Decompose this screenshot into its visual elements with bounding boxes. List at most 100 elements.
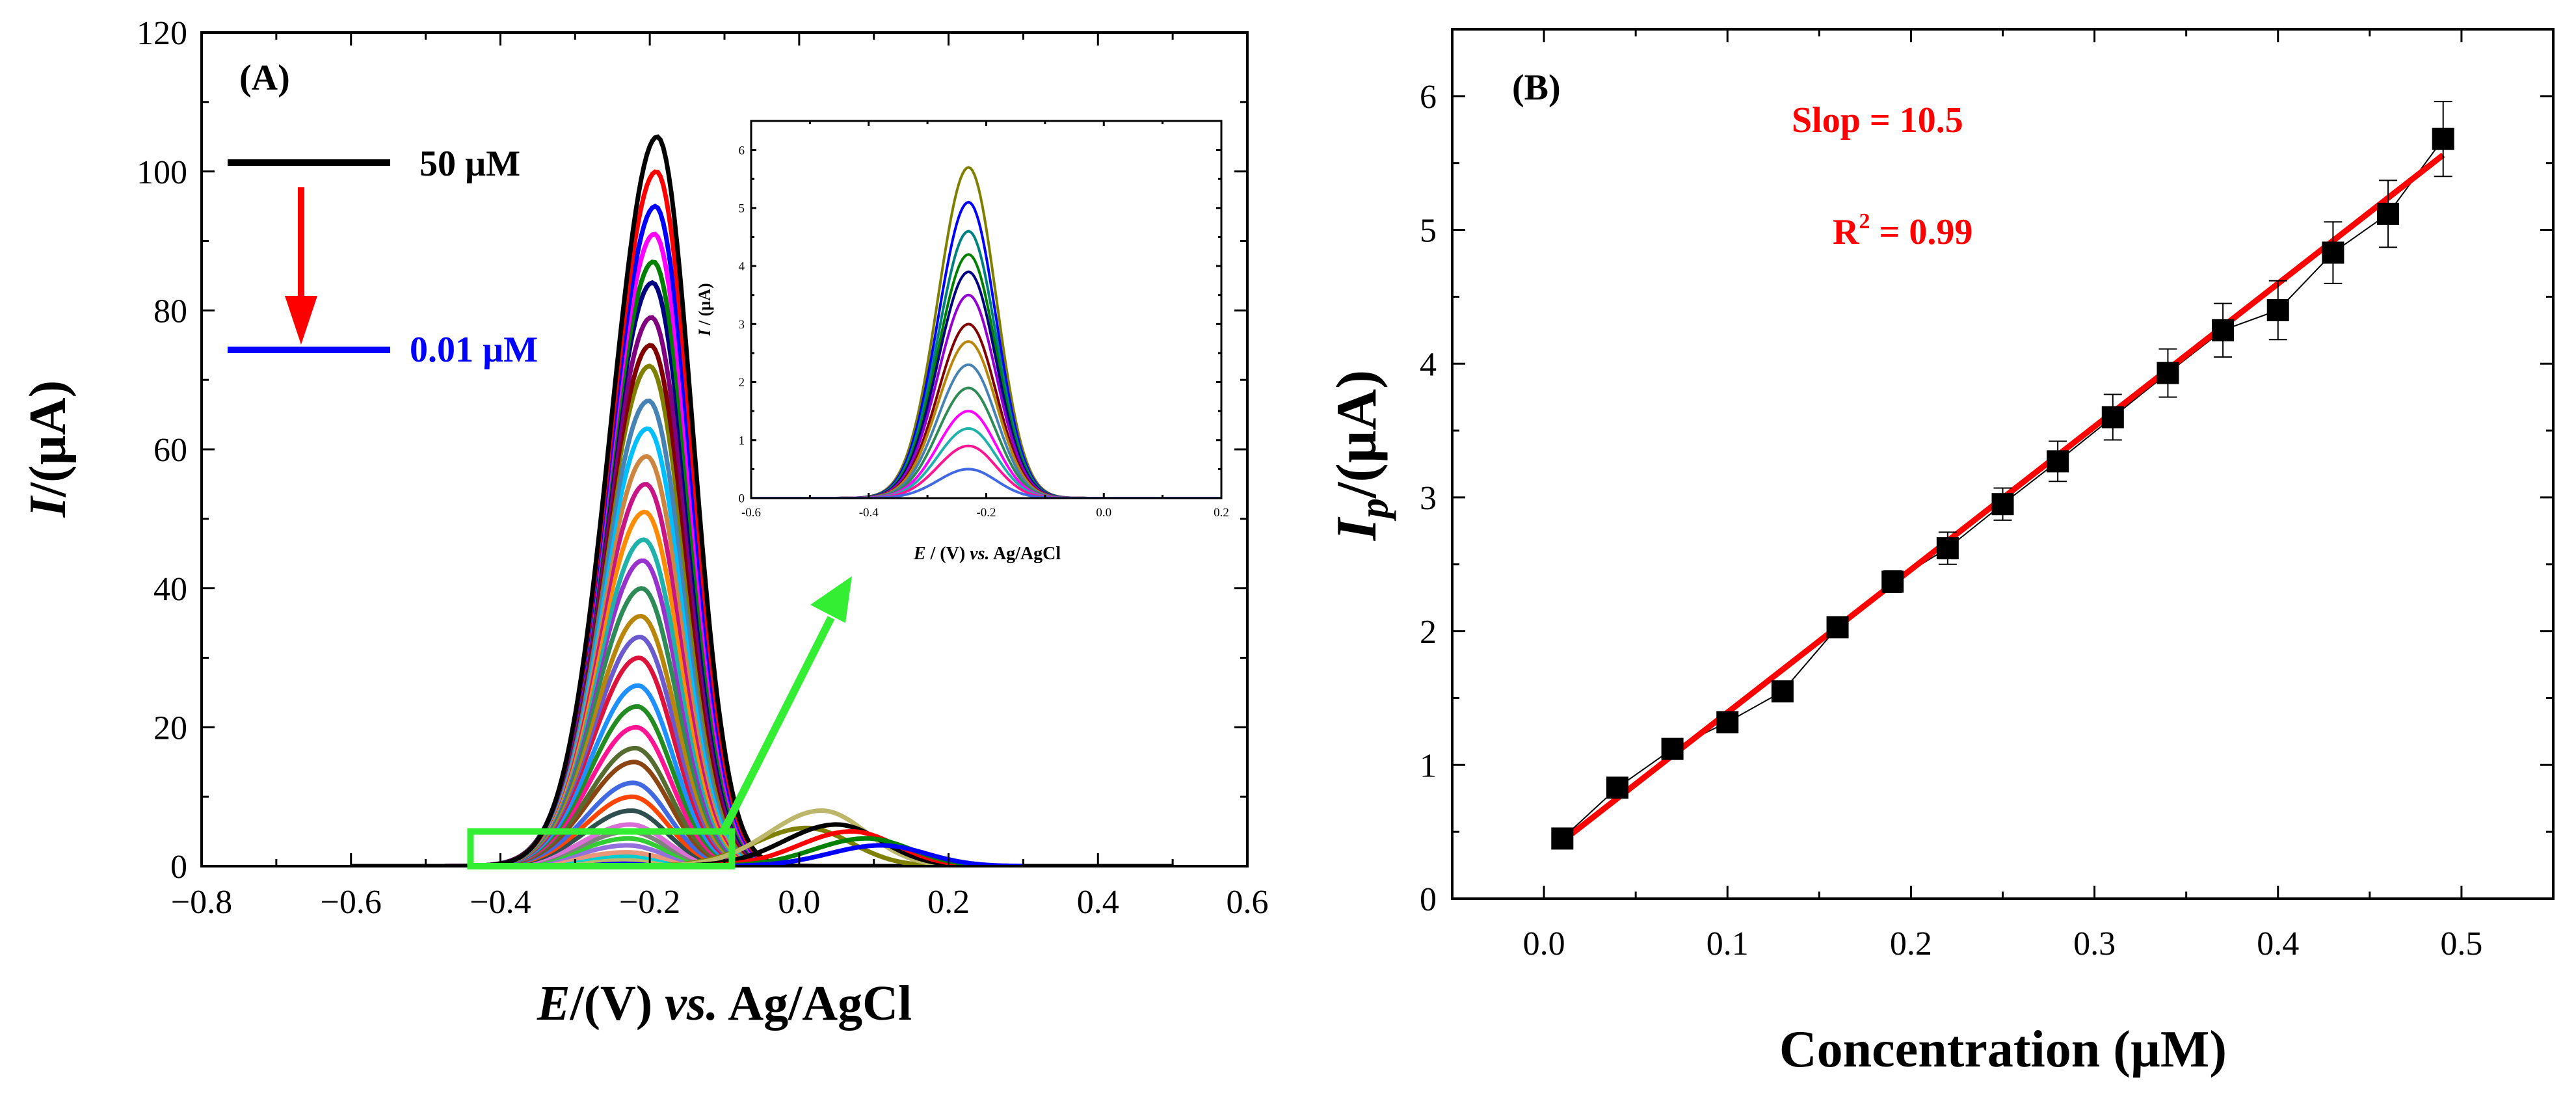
- x-tick-label: 0.4: [1077, 884, 1119, 921]
- legend-a: 50 µM 0.01 µM: [228, 144, 538, 370]
- x-tick-label: -0.4: [859, 506, 879, 520]
- y-tick-label: 3: [739, 318, 745, 332]
- x-axis-label-a: E/(V) vs. Ag/AgCl: [537, 976, 912, 1031]
- inset-trace: [751, 444, 1221, 498]
- inset-trace: [751, 293, 1221, 498]
- panel-label-b: (B): [1512, 68, 1561, 108]
- inset-trace-group: [751, 166, 1221, 498]
- data-point: [2157, 362, 2179, 384]
- legend-label-001uM: 0.01 µM: [410, 330, 538, 370]
- axis-ticks-a: −0.8 −0.6 −0.4 −0.2 0.0 0.2 0.4 0.6020406080100…: [137, 15, 1269, 921]
- inset-trace: [751, 200, 1221, 498]
- data-point: [1771, 680, 1794, 703]
- decrease-arrow-head: [285, 296, 317, 345]
- y-tick-label: 100: [137, 154, 187, 191]
- inset-trace: [751, 340, 1221, 498]
- x-tick-label: 0.1: [1706, 925, 1749, 962]
- voltammogram-trace: [351, 558, 1173, 866]
- data-point: [1936, 537, 1959, 560]
- data-point: [1716, 711, 1739, 734]
- voltammogram-trace: [351, 780, 1173, 866]
- inset-panel: -0.6 -0.4 -0.2 0.0 0.2 0 1 2 3 4 5 6 I / (µA) E / (…: [695, 120, 1229, 564]
- data-point: [1826, 616, 1849, 639]
- x-tick-label: 0.0: [778, 884, 820, 921]
- x-tick-label: −0.4: [470, 884, 531, 921]
- y-tick-label: 4: [739, 260, 745, 274]
- inset-trace: [751, 410, 1221, 498]
- y-tick-label: 2: [1420, 614, 1437, 651]
- highlight-box: [467, 828, 736, 870]
- y-tick-label: 6: [1420, 79, 1437, 116]
- x-tick-label: -0.2: [976, 506, 996, 520]
- data-point: [2212, 319, 2235, 341]
- data-point: [2266, 298, 2289, 321]
- plot-frame-b: [1451, 28, 2555, 900]
- y-tick-label: 1: [739, 434, 745, 447]
- voltammogram-trace: [351, 482, 1173, 866]
- y-tick-label: 60: [153, 432, 187, 469]
- x-tick-label: 0.6: [1227, 884, 1269, 921]
- y-axis-label-a: I/(µA): [20, 380, 77, 518]
- voltammogram-trace: [351, 704, 1173, 866]
- panel-b: 0.0 0.1 0.2 0.3 0.4 0.5 0 1 2 3 4 5 6 (B) Slop = 10.…: [1325, 28, 2555, 1078]
- y-tick-label: 0: [170, 849, 187, 886]
- y-tick-label: 2: [739, 376, 745, 390]
- inset-trace: [751, 166, 1221, 498]
- inset-trace: [751, 363, 1221, 498]
- inset-trace: [751, 253, 1221, 498]
- x-tick-label: −0.2: [619, 884, 680, 921]
- inset-trace: [751, 386, 1221, 498]
- panel-label-a: (A): [239, 58, 290, 98]
- x-tick-label: 0.0: [1523, 925, 1565, 962]
- inset-trace: [751, 270, 1221, 498]
- x-tick-label: 0.2: [927, 884, 970, 921]
- inset-axis-ticks: -0.6 -0.4 -0.2 0.0 0.2 0 1 2 3 4 5 6: [739, 121, 1229, 520]
- voltammogram-trace: [351, 745, 1173, 866]
- x-axis-label-b: Concentration (µM): [1779, 1021, 2227, 1078]
- data-point: [2432, 127, 2454, 150]
- y-axis-label-b: Ip/(µA): [1325, 370, 1396, 542]
- legend-label-50uM: 50 µM: [419, 144, 520, 184]
- y-tick-label: 1: [1420, 748, 1437, 785]
- x-tick-label: 0.4: [2257, 925, 2299, 962]
- slope-annotation: Slop = 10.5: [1792, 100, 1963, 140]
- voltammogram-trace: [351, 509, 1173, 866]
- y-tick-label: 5: [1420, 213, 1437, 250]
- inset-trace: [751, 230, 1221, 498]
- inset-trace: [751, 323, 1221, 498]
- voltammogram-trace: [351, 586, 1173, 866]
- x-tick-label: 0.0: [1096, 506, 1111, 520]
- y-tick-label: 3: [1420, 480, 1437, 517]
- data-point: [1661, 737, 1684, 760]
- inset-trace: [751, 468, 1221, 498]
- zoom-arrow-head: [810, 576, 852, 623]
- zoom-arrow-shaft: [718, 616, 835, 836]
- y-tick-label: 120: [137, 15, 187, 52]
- r-squared-annotation: R2 = 0.99: [1833, 209, 1972, 252]
- calibration-data-group: [1551, 101, 2454, 850]
- inset-x-axis-label: E / (V) vs. Ag/AgCl: [913, 544, 1061, 564]
- x-tick-label: -0.6: [741, 506, 761, 520]
- data-point: [2322, 241, 2344, 264]
- y-tick-label: 6: [739, 144, 745, 157]
- voltammogram-trace: [351, 454, 1173, 866]
- inset-trace: [751, 427, 1221, 498]
- y-tick-label: 40: [153, 571, 187, 608]
- data-point: [1881, 570, 1904, 593]
- y-tick-label: 4: [1420, 346, 1437, 383]
- data-point: [2377, 202, 2400, 225]
- data-point: [1551, 827, 1574, 850]
- data-point: [1606, 776, 1628, 799]
- data-point: [2047, 450, 2069, 473]
- y-tick-label: 20: [153, 710, 187, 747]
- data-point: [1991, 493, 2014, 516]
- axis-ticks-b: 0.0 0.1 0.2 0.3 0.4 0.5 0 1 2 3 4 5 6: [1420, 29, 2553, 962]
- y-tick-label: 80: [153, 293, 187, 330]
- data-point: [2101, 406, 2124, 429]
- x-tick-label: 0.3: [2073, 925, 2116, 962]
- x-tick-label: −0.6: [321, 884, 382, 921]
- y-tick-label: 0: [739, 492, 745, 506]
- x-tick-label: 0.2: [1890, 925, 1932, 962]
- voltammogram-trace: [351, 537, 1173, 866]
